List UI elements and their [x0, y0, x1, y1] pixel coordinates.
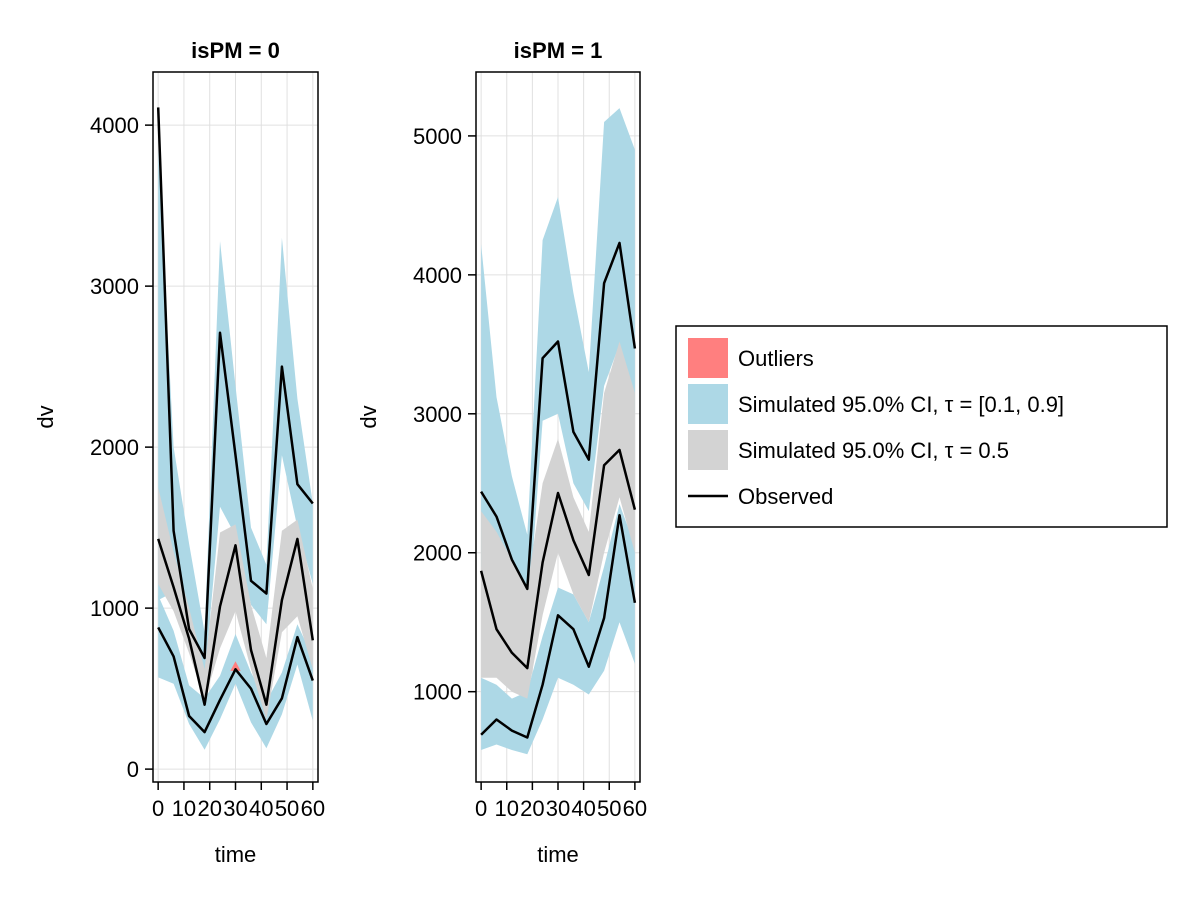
y-tick-label: 3000	[90, 274, 139, 299]
x-tick-label: 0	[152, 796, 164, 821]
outlier-region	[230, 661, 241, 671]
x-tick-label: 50	[597, 796, 621, 821]
x-tick-label: 20	[520, 796, 544, 821]
legend-item-observed: Observed	[688, 484, 833, 509]
panel-ispm-1: 0 10 20 30 40 50 60 1000 2000 3000 4000 5000 isPM = …	[356, 38, 647, 867]
x-tick-label: 50	[275, 796, 299, 821]
legend: Outliers Simulated 95.0% CI, τ = [0.1, 0…	[675, 325, 1168, 528]
ci-band-median	[481, 341, 635, 699]
ci-band-median	[158, 487, 313, 720]
x-tick-label: 0	[475, 796, 487, 821]
legend-label-ci-outer: Simulated 95.0% CI, τ = [0.1, 0.9]	[738, 392, 1064, 417]
legend-label-outliers: Outliers	[738, 346, 814, 371]
y-tick-label: 1000	[90, 596, 139, 621]
x-tick-label: 20	[197, 796, 221, 821]
y-tick-label: 0	[127, 757, 139, 782]
x-tick-label: 60	[623, 796, 647, 821]
legend-item-ci-outer: Simulated 95.0% CI, τ = [0.1, 0.9]	[688, 384, 1064, 424]
y-tick-label: 2000	[413, 541, 462, 566]
x-tick-label: 10	[172, 796, 196, 821]
y-tick-label: 5000	[413, 124, 462, 149]
legend-swatch-ci-median	[688, 430, 728, 470]
y-tick-label: 3000	[413, 402, 462, 427]
x-tick-label: 40	[571, 796, 595, 821]
y-tick-label: 2000	[90, 435, 139, 460]
observed-line-lower	[157, 626, 314, 734]
observed-line-upper	[156, 107, 314, 660]
legend-swatch-outliers	[688, 338, 728, 378]
legend-frame	[675, 325, 1168, 528]
ci-band-lower	[481, 504, 635, 755]
ci-band-upper	[481, 108, 635, 630]
x-axis-label: time	[537, 842, 579, 867]
legend-label-ci-median: Simulated 95.0% CI, τ = 0.5	[738, 438, 1009, 463]
panel-title: isPM = 0	[191, 38, 280, 63]
observed-line-lower	[480, 513, 637, 739]
x-tick-label: 30	[223, 796, 247, 821]
legend-item-ci-median: Simulated 95.0% CI, τ = 0.5	[688, 430, 1009, 470]
legend-swatch-ci-outer	[688, 384, 728, 424]
x-axis-label: time	[215, 842, 257, 867]
observed-line-median	[479, 448, 637, 670]
y-axis-label: dv	[356, 405, 381, 428]
y-tick-label: 4000	[413, 263, 462, 288]
panel-title: isPM = 1	[514, 38, 603, 63]
panel-ispm-0: 0 10 20 30 40 50 60 0 1000 2000 3000 4000 isPM = 0 t…	[33, 38, 325, 867]
x-tick-label: 30	[546, 796, 570, 821]
observed-line-median	[157, 537, 315, 706]
y-tick-label: 4000	[90, 113, 139, 138]
x-tick-label: 40	[249, 796, 273, 821]
legend-item-outliers: Outliers	[688, 338, 814, 378]
y-tick-label: 1000	[413, 680, 462, 705]
observed-line-upper	[480, 241, 637, 591]
y-axis-label: dv	[33, 405, 58, 428]
x-tick-label: 10	[495, 796, 519, 821]
x-tick-label: 60	[301, 796, 325, 821]
legend-label-observed: Observed	[738, 484, 833, 509]
ci-band-upper	[158, 149, 313, 678]
